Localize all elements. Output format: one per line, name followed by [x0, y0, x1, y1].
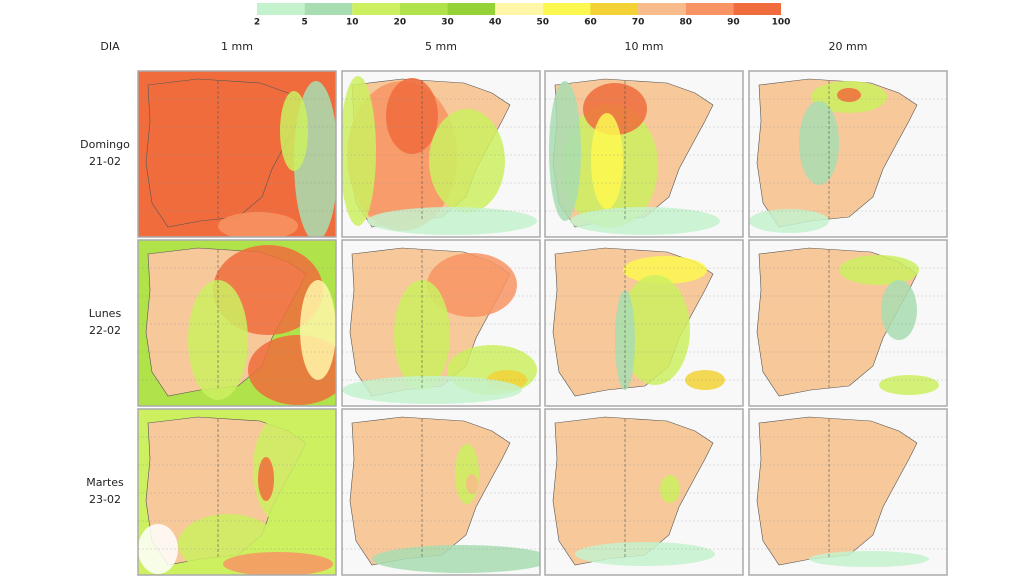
map-content [545, 71, 743, 237]
row-date: 22-02 [89, 324, 121, 337]
precip-area [386, 78, 438, 154]
precip-area [427, 253, 517, 317]
map-content [138, 240, 336, 406]
precip-area [799, 101, 839, 185]
legend-swatch [304, 3, 353, 15]
map-panel [544, 239, 744, 407]
corner-label: DIA [100, 40, 120, 53]
map-content [342, 240, 540, 406]
precip-area [218, 212, 298, 237]
panel-border [544, 70, 744, 238]
precip-area [455, 444, 479, 504]
map-content [545, 240, 743, 406]
precip-area [749, 209, 829, 233]
map-panel [544, 408, 744, 576]
map-content [342, 71, 540, 237]
panel-border [544, 239, 744, 407]
map-content [138, 71, 336, 237]
legend-label: 50 [537, 18, 550, 28]
map-content [342, 409, 540, 575]
precip-area [280, 91, 308, 171]
legend-label: 90 [727, 18, 740, 28]
legend-label: 100 [772, 18, 791, 28]
row-date: 23-02 [89, 493, 121, 506]
panel-border [748, 70, 948, 238]
map-panel [137, 70, 337, 238]
precip-area [570, 207, 720, 235]
legend-label: 30 [441, 18, 454, 28]
legend-swatch [352, 3, 400, 15]
map-panel [748, 408, 948, 576]
panel-border [137, 239, 337, 407]
precip-area [466, 474, 478, 494]
precip-area [660, 475, 680, 503]
precip-area [342, 76, 376, 226]
legend-swatch [733, 3, 781, 15]
panel-border [341, 239, 541, 407]
precip-area [623, 256, 707, 284]
column-header: 10 mm [625, 40, 664, 53]
precip-area [837, 88, 861, 102]
precip-area [300, 280, 336, 380]
panel-border [341, 408, 541, 576]
legend-swatch [495, 3, 543, 15]
map-panel [748, 239, 948, 407]
legend-label: 40 [489, 18, 502, 28]
precip-area [372, 545, 540, 573]
panel-border [544, 408, 744, 576]
legend-swatch [590, 3, 639, 15]
row-day: Martes [86, 476, 124, 489]
map-panel [137, 239, 337, 407]
precip-area [620, 275, 690, 385]
panel-border [748, 408, 948, 576]
legend-swatch [257, 3, 305, 15]
precip-area [429, 109, 505, 213]
legend-label: 10 [346, 18, 359, 28]
map-content [749, 71, 947, 237]
map-content [545, 409, 743, 575]
column-header: 1 mm [221, 40, 253, 53]
legend-label: 20 [394, 18, 407, 28]
precip-area [879, 375, 939, 395]
map-panel [544, 70, 744, 238]
precip-area [367, 207, 537, 235]
legend-label: 2 [254, 18, 260, 28]
map-content [749, 240, 947, 406]
legend-swatch [447, 3, 496, 15]
legend-label: 70 [632, 18, 645, 28]
panel-border [137, 70, 337, 238]
precip-area [575, 542, 715, 566]
legend-swatch [638, 3, 686, 15]
legend-label: 80 [679, 18, 692, 28]
precip-area [223, 552, 333, 575]
legend-label: 60 [584, 18, 597, 28]
legend-label: 5 [302, 18, 308, 28]
column-header: 20 mm [829, 40, 868, 53]
panel-border [137, 408, 337, 576]
map-panel [341, 70, 541, 238]
map-panel [341, 239, 541, 407]
map-panel [341, 408, 541, 576]
panel-border [748, 239, 948, 407]
precip-area [809, 551, 929, 567]
precip-area [549, 81, 581, 221]
legend-swatch [542, 3, 591, 15]
row-day: Lunes [89, 307, 122, 320]
row-day: Domingo [80, 138, 130, 151]
precip-area [342, 376, 522, 404]
map-panel [137, 408, 337, 576]
map-content [749, 409, 947, 575]
legend-swatch [399, 3, 448, 15]
map-panel [748, 70, 948, 238]
precip-area [591, 113, 623, 209]
precip-area [258, 457, 274, 501]
row-date: 21-02 [89, 155, 121, 168]
precip-area [839, 255, 919, 285]
legend-swatch [685, 3, 734, 15]
column-header: 5 mm [425, 40, 457, 53]
map-content [138, 409, 336, 575]
panel-border [341, 70, 541, 238]
precip-area [881, 280, 917, 340]
